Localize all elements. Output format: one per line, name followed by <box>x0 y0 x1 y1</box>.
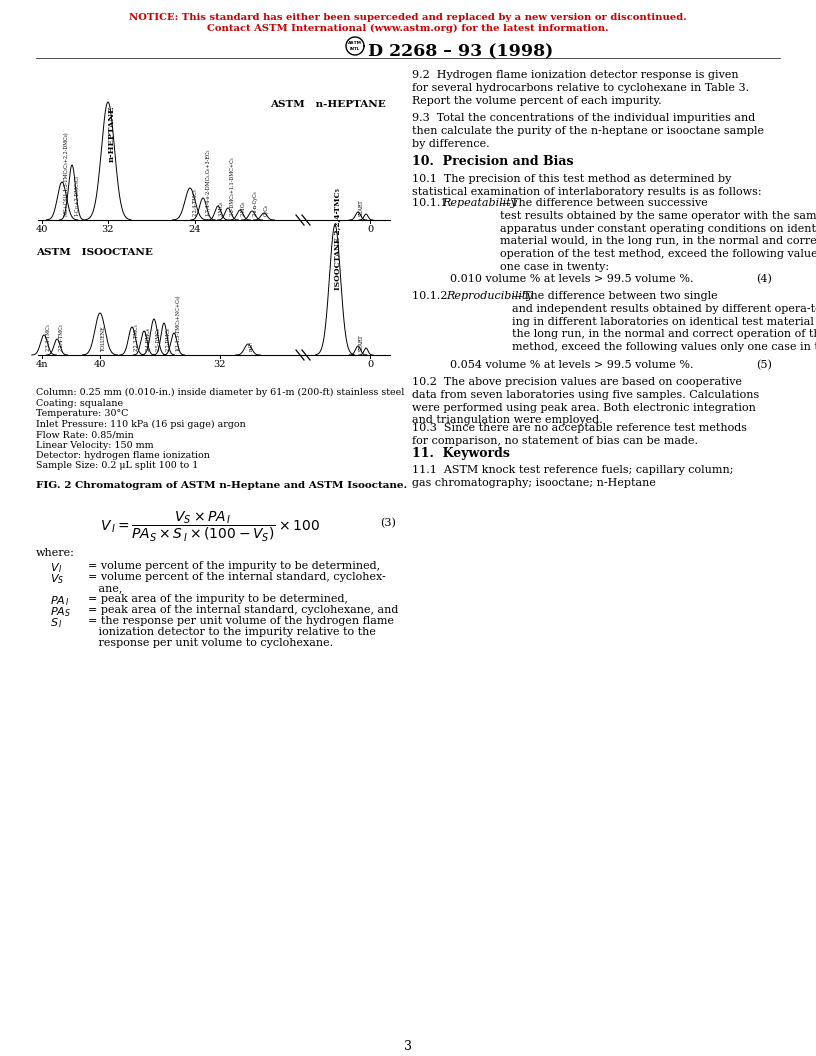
Text: Coating: squalane: Coating: squalane <box>36 398 123 408</box>
Text: 10.  Precision and Bias: 10. Precision and Bias <box>412 155 574 168</box>
Text: 2,3-DMC₅+1,1-DMC+C₅: 2,3-DMC₅+1,1-DMC+C₅ <box>229 156 234 216</box>
Text: 1-7,4-4-s-2-DMC₅,C₆+3-EC₅: 1-7,4-4-s-2-DMC₅,C₆+3-EC₅ <box>205 149 210 216</box>
Text: (5): (5) <box>756 360 772 371</box>
Text: 10.1.2: 10.1.2 <box>412 291 451 301</box>
Text: where:: where: <box>36 548 75 558</box>
Text: 9.3  Total the concentrations of the individual impurities and
then calculate th: 9.3 Total the concentrations of the indi… <box>412 113 764 149</box>
Text: 32: 32 <box>214 360 226 369</box>
Text: D 2268 – 93 (1998): D 2268 – 93 (1998) <box>368 43 553 60</box>
Text: Column: 0.25 mm (0.010-in.) inside diameter by 61-m (200-ft) stainless steel: Column: 0.25 mm (0.010-in.) inside diame… <box>36 388 405 397</box>
Text: START: START <box>359 335 364 351</box>
Text: n-HEPTANE: n-HEPTANE <box>108 106 116 162</box>
Text: INTL: INTL <box>350 46 360 51</box>
Text: Detector: hydrogen flame ionization: Detector: hydrogen flame ionization <box>36 451 210 460</box>
Text: 11.1  ASTM knock test reference fuels; capillary column;
gas chromatography; iso: 11.1 ASTM knock test reference fuels; ca… <box>412 465 734 488</box>
Text: 0.054 volume % at levels > 99.5 volume %.: 0.054 volume % at levels > 99.5 volume %… <box>450 360 694 370</box>
Text: = volume percent of the impurity to be determined,: = volume percent of the impurity to be d… <box>88 561 380 571</box>
Text: Temperature: 30°C: Temperature: 30°C <box>36 409 128 418</box>
Text: 9.2  Hydrogen flame ionization detector response is given
for several hydrocarbo: 9.2 Hydrogen flame ionization detector r… <box>412 70 749 106</box>
Text: FIG. 2 Chromatogram of ASTM n-Heptane and ASTM Isooctane.: FIG. 2 Chromatogram of ASTM n-Heptane an… <box>36 480 407 490</box>
Text: Sample Size: 0.2 μL split 100 to 1: Sample Size: 0.2 μL split 100 to 1 <box>36 461 198 471</box>
Text: 1(1,1,3-TMC₅+NC+C₆): 1(1,1,3-TMC₅+NC+C₆) <box>175 295 180 351</box>
Text: 2,3,3-TMC₅: 2,3,3-TMC₅ <box>45 323 50 351</box>
Text: Contact ASTM International (www.astm.org) for the latest information.: Contact ASTM International (www.astm.org… <box>207 24 609 33</box>
Text: ASTM: ASTM <box>348 41 362 45</box>
Text: 10.1.1: 10.1.1 <box>412 199 451 208</box>
Text: 0: 0 <box>367 225 373 234</box>
Text: $PA_S$: $PA_S$ <box>50 605 71 619</box>
Text: TOLUENE: TOLUENE <box>101 325 106 351</box>
Text: ISOOCTANE 2,2,4-TMC₅: ISOOCTANE 2,2,4-TMC₅ <box>334 188 342 290</box>
Text: n-C₇: n-C₇ <box>249 341 254 351</box>
Text: 3: 3 <box>404 1040 412 1053</box>
Text: 2,2,4-TMC₅: 2,2,4-TMC₅ <box>192 188 197 216</box>
Text: 2-s-n-CyC₆: 2-s-n-CyC₆ <box>253 190 258 216</box>
Text: $S_{\,I}$: $S_{\,I}$ <box>50 616 62 629</box>
Text: 2,2,3-TMC₅: 2,2,3-TMC₅ <box>133 323 138 351</box>
Text: $V_{\,I} = \dfrac{V_S \times PA_{\,I}}{PA_S \times S_{\,I} \times (100 - V_S)} \: $V_{\,I} = \dfrac{V_S \times PA_{\,I}}{P… <box>100 510 320 544</box>
Text: MC+C6(1,1,3-TMC₅C₅+2,2-DMC₆): MC+C6(1,1,3-TMC₅C₅+2,2-DMC₆) <box>64 131 69 216</box>
Text: START: START <box>359 200 364 216</box>
Text: 2-MC₆: 2-MC₆ <box>241 201 246 216</box>
Text: 1-C₁₅+2-DMC₅C₅: 1-C₁₅+2-DMC₅C₅ <box>74 174 79 216</box>
Text: $V_{\,I}$: $V_{\,I}$ <box>50 561 63 574</box>
Text: 3-MC₆: 3-MC₆ <box>219 201 224 216</box>
Text: = peak area of the impurity to be determined,: = peak area of the impurity to be determ… <box>88 593 348 604</box>
Text: 2,5-DMC₆: 2,5-DMC₆ <box>155 327 160 351</box>
Text: ionization detector to the impurity relative to the: ionization detector to the impurity rela… <box>88 627 376 637</box>
Text: 2,2-DMC₆: 2,2-DMC₆ <box>165 327 170 351</box>
Text: ane,: ane, <box>88 583 122 593</box>
Text: Linear Velocity: 150 mm: Linear Velocity: 150 mm <box>36 440 153 450</box>
Text: (3): (3) <box>380 518 396 528</box>
Text: —The difference between successive
test results obtained by the same operator wi: —The difference between successive test … <box>500 199 816 272</box>
Text: 10.3  Since there are no acceptable reference test methods
for comparison, no st: 10.3 Since there are no acceptable refer… <box>412 423 747 446</box>
Text: 40: 40 <box>36 225 48 234</box>
Text: Inlet Pressure: 110 kPa (16 psi gage) argon: Inlet Pressure: 110 kPa (16 psi gage) ar… <box>36 419 246 429</box>
Text: = peak area of the internal standard, cyclohexane, and: = peak area of the internal standard, cy… <box>88 605 398 615</box>
Text: 4n: 4n <box>36 360 48 369</box>
Text: 2,4-DMC₆: 2,4-DMC₆ <box>145 327 150 351</box>
Text: 24: 24 <box>188 225 202 234</box>
Text: 0.010 volume % at levels > 99.5 volume %.: 0.010 volume % at levels > 99.5 volume %… <box>450 274 694 284</box>
Text: $PA_{\,I}$: $PA_{\,I}$ <box>50 593 69 608</box>
Text: NOTICE: This standard has either been superceded and replaced by a new version o: NOTICE: This standard has either been su… <box>129 13 687 22</box>
Text: 10.2  The above precision values are based on cooperative
data from seven labora: 10.2 The above precision values are base… <box>412 377 759 426</box>
Text: 11.  Keywords: 11. Keywords <box>412 447 510 460</box>
Text: 10.1  The precision of this test method as determined by
statistical examination: 10.1 The precision of this test method a… <box>412 174 761 196</box>
Text: 32: 32 <box>102 225 114 234</box>
Text: 40: 40 <box>94 360 106 369</box>
Text: (4): (4) <box>756 274 772 284</box>
Text: response per unit volume to cyclohexane.: response per unit volume to cyclohexane. <box>88 638 333 648</box>
Text: —The difference between two single
and independent results obtained by different: —The difference between two single and i… <box>512 291 816 353</box>
Text: Flow Rate: 0.85/min: Flow Rate: 0.85/min <box>36 430 134 439</box>
Text: 2,2,4-TMC₅: 2,2,4-TMC₅ <box>58 323 63 351</box>
Text: CyC₆: CyC₆ <box>264 204 269 216</box>
Text: ASTM   n-HEPTANE: ASTM n-HEPTANE <box>270 100 386 109</box>
Text: Repeatability: Repeatability <box>442 199 517 208</box>
Text: = the response per unit volume of the hydrogen flame: = the response per unit volume of the hy… <box>88 616 394 626</box>
Text: Reproducibility: Reproducibility <box>446 291 533 301</box>
Text: 0: 0 <box>367 360 373 369</box>
Text: = volume percent of the internal standard, cyclohex-: = volume percent of the internal standar… <box>88 572 386 582</box>
Text: ASTM   ISOOCTANE: ASTM ISOOCTANE <box>36 248 153 257</box>
Text: $V_S$: $V_S$ <box>50 572 64 586</box>
